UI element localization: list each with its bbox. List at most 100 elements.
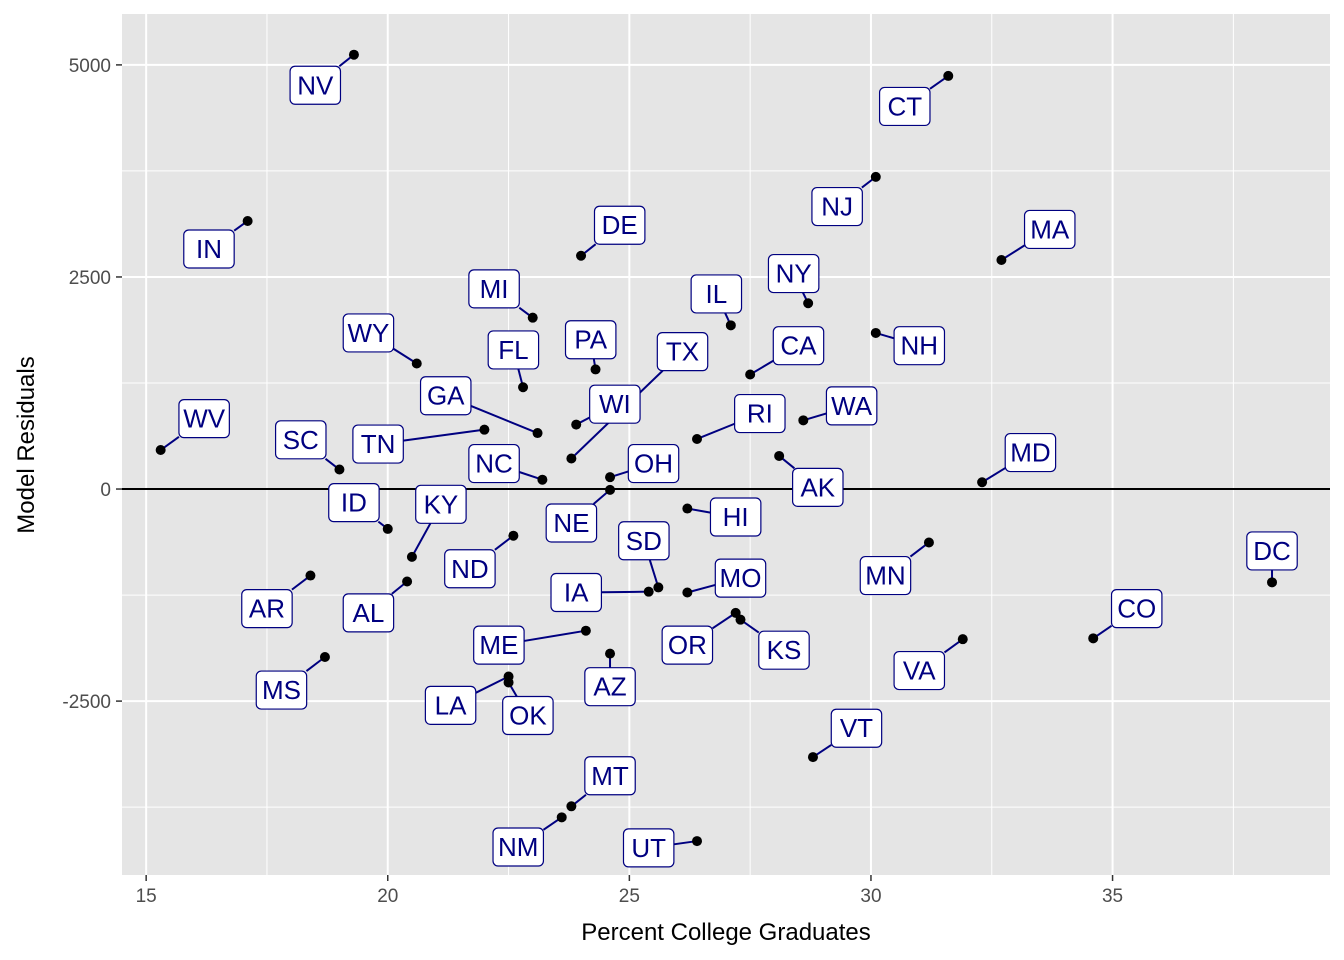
label-box-ky bbox=[415, 484, 467, 524]
label-ma: MA bbox=[1030, 214, 1070, 244]
point-mt bbox=[566, 801, 577, 812]
connector-ri bbox=[696, 422, 735, 440]
label-dc: DC bbox=[1253, 536, 1291, 566]
point-ga bbox=[532, 428, 543, 439]
label-mn: MN bbox=[865, 561, 905, 591]
label-box-md bbox=[1004, 432, 1057, 473]
label-box-nm bbox=[492, 827, 545, 867]
point-de bbox=[576, 250, 587, 261]
label-box-in bbox=[183, 229, 235, 269]
label-ia: IA bbox=[564, 578, 589, 608]
point-ma bbox=[996, 255, 1007, 265]
point-ny bbox=[803, 298, 814, 309]
label-ms: MS bbox=[262, 675, 301, 705]
label-box-nc bbox=[468, 443, 520, 484]
label-box-me bbox=[473, 625, 525, 665]
label-box-ms bbox=[255, 670, 308, 710]
label-or: OR bbox=[668, 630, 707, 660]
label-de: DE bbox=[602, 210, 638, 240]
point-nv bbox=[348, 49, 359, 60]
point-ok bbox=[503, 677, 514, 688]
x-tick-label: 30 bbox=[860, 886, 881, 907]
label-mi: MI bbox=[480, 274, 509, 304]
point-nj bbox=[870, 171, 881, 182]
label-md: MD bbox=[1010, 438, 1050, 468]
label-ak: AK bbox=[800, 472, 835, 502]
label-oh: OH bbox=[634, 449, 673, 479]
label-hi: HI bbox=[723, 502, 749, 532]
point-nh bbox=[870, 327, 881, 338]
label-box-la bbox=[424, 685, 477, 725]
label-box-ga bbox=[419, 376, 472, 416]
label-ny: NY bbox=[776, 259, 812, 289]
point-ri bbox=[692, 433, 703, 444]
label-wa: WA bbox=[831, 391, 873, 421]
label-box-al bbox=[342, 593, 395, 633]
label-box-mt bbox=[584, 756, 636, 796]
connector-ky bbox=[411, 522, 432, 558]
label-box-nh bbox=[893, 326, 946, 366]
label-box-wv bbox=[178, 399, 230, 439]
label-wi: WI bbox=[599, 389, 631, 419]
label-box-tn bbox=[352, 424, 404, 464]
label-al: AL bbox=[353, 598, 385, 628]
label-la: LA bbox=[435, 690, 467, 720]
connector-tn bbox=[403, 428, 485, 442]
y-tick-label: 5000 bbox=[69, 56, 111, 77]
label-box-ia bbox=[550, 572, 603, 613]
x-tick-label: 15 bbox=[136, 886, 157, 907]
label-mt: MT bbox=[591, 761, 629, 791]
point-oh bbox=[605, 472, 616, 483]
label-box-wi bbox=[589, 384, 641, 424]
y-tick-label: 2500 bbox=[69, 268, 111, 289]
point-ca bbox=[745, 369, 756, 380]
label-box-ny bbox=[767, 253, 820, 294]
label-box-ar bbox=[241, 589, 293, 629]
point-sd bbox=[653, 582, 664, 593]
point-hi bbox=[682, 503, 693, 514]
label-ne: NE bbox=[553, 508, 589, 538]
point-va bbox=[957, 634, 968, 645]
point-tx bbox=[566, 453, 577, 464]
label-box-il bbox=[690, 274, 743, 314]
x-tick-label: 20 bbox=[377, 886, 398, 907]
label-tx: TX bbox=[666, 337, 699, 367]
label-box-dc bbox=[1246, 531, 1298, 571]
x-axis-title: Percent College Graduates bbox=[581, 919, 871, 946]
point-tn bbox=[479, 424, 490, 435]
point-dc bbox=[1267, 577, 1278, 588]
label-ct: CT bbox=[887, 91, 922, 121]
label-box-nd bbox=[444, 549, 496, 589]
label-box-de bbox=[593, 205, 646, 245]
label-ky: KY bbox=[424, 489, 459, 519]
label-box-wy bbox=[342, 313, 395, 353]
connector-ga bbox=[470, 405, 538, 434]
label-box-ut bbox=[622, 828, 675, 868]
label-sc: SC bbox=[283, 425, 319, 455]
label-box-ma bbox=[1023, 209, 1076, 250]
label-box-wa bbox=[825, 386, 878, 426]
label-box-tx bbox=[656, 332, 709, 372]
x-tick-label: 25 bbox=[619, 886, 640, 907]
point-me bbox=[580, 625, 591, 636]
label-ks: KS bbox=[767, 635, 802, 665]
label-box-mi bbox=[468, 269, 520, 309]
point-ms bbox=[319, 651, 330, 662]
point-il bbox=[725, 320, 736, 331]
label-co: CO bbox=[1117, 594, 1156, 624]
label-box-mo bbox=[714, 558, 767, 598]
point-sc bbox=[334, 464, 345, 475]
label-fl: FL bbox=[498, 335, 528, 365]
label-box-or bbox=[661, 625, 714, 665]
label-nv: NV bbox=[297, 70, 334, 100]
data-points bbox=[155, 49, 1278, 847]
point-ky bbox=[406, 551, 417, 562]
label-nm: NM bbox=[498, 832, 538, 862]
label-box-mn bbox=[859, 555, 912, 596]
point-fl bbox=[518, 382, 529, 393]
connector-me bbox=[523, 629, 587, 642]
connector-ia bbox=[601, 590, 649, 594]
point-nd bbox=[508, 530, 519, 541]
label-nd: ND bbox=[451, 554, 489, 584]
point-mi bbox=[527, 312, 538, 323]
